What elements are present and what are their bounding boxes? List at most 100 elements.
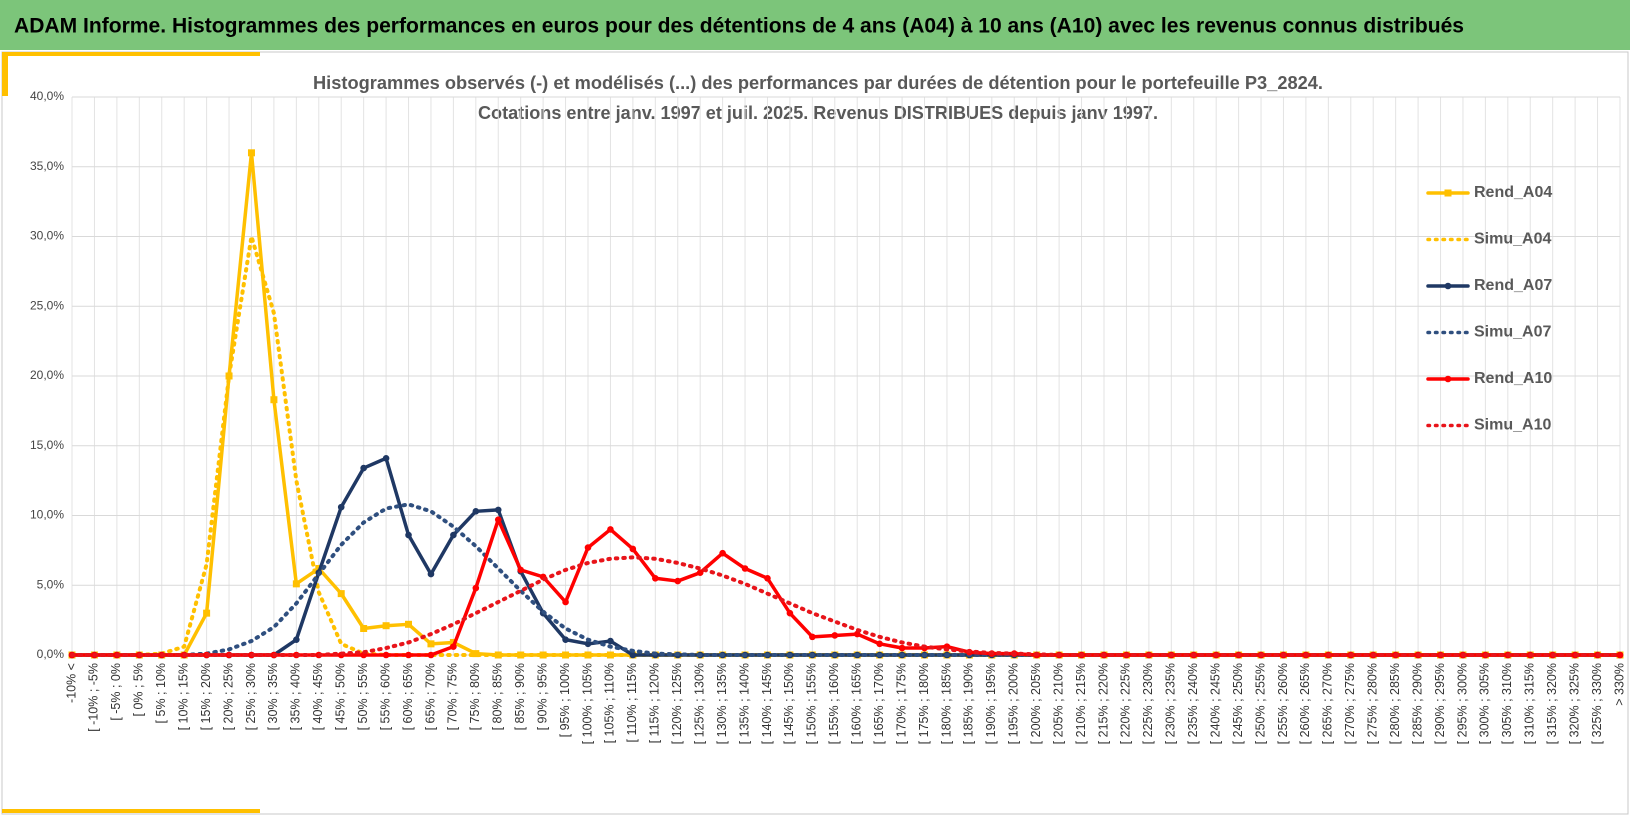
marker	[382, 622, 390, 630]
marker	[494, 516, 502, 523]
x-tick-label: [ 275% ; 280%	[1366, 663, 1380, 744]
x-tick-label: [ 175% ; 180%	[917, 663, 931, 744]
marker	[382, 455, 390, 462]
chart-frame	[1, 51, 1629, 815]
y-tick-label: 10,0%	[30, 508, 64, 522]
legend-marker	[1444, 189, 1452, 197]
y-tick-label: 20,0%	[30, 368, 64, 382]
marker	[382, 651, 390, 659]
x-tick-label: [ 320% ; 325%	[1567, 663, 1581, 744]
marker	[741, 565, 749, 572]
x-tick-label: [ 225% ; 230%	[1141, 663, 1155, 744]
marker	[427, 570, 435, 578]
x-tick-label: [ 180% ; 185%	[939, 663, 953, 744]
x-tick-label: [ 255% ; 260%	[1276, 663, 1290, 744]
marker	[562, 651, 570, 659]
marker	[629, 651, 637, 659]
x-tick-label: [ 300% ; 305%	[1478, 663, 1492, 744]
marker	[562, 636, 569, 643]
marker	[247, 149, 255, 157]
x-tick-label: [ 265% ; 270%	[1321, 663, 1335, 744]
marker	[203, 609, 211, 617]
marker	[584, 651, 592, 659]
marker	[337, 503, 345, 511]
x-tick-label: [ 295% ; 300%	[1455, 663, 1469, 744]
x-tick-label: [ 100% ; 105%	[580, 663, 594, 744]
x-tick-label: [ 160% ; 165%	[850, 663, 864, 744]
chart-subtitle: Cotations entre janv. 1997 et juil. 2025…	[478, 103, 1158, 123]
chart-title: Histogrammes observés (-) et modélisés (…	[313, 73, 1323, 93]
marker	[674, 577, 682, 585]
x-tick-label: [ 75% ; 80%	[468, 663, 482, 730]
x-tick-label: [ 85% ; 90%	[513, 663, 527, 730]
y-tick-label: 0,0%	[37, 647, 65, 661]
x-tick-label: [ 305% ; 310%	[1500, 663, 1514, 744]
marker	[517, 566, 524, 574]
marker	[292, 580, 300, 588]
marker	[786, 609, 794, 617]
marker	[696, 569, 704, 576]
marker	[427, 640, 435, 648]
x-tick-label: [ 205% ; 210%	[1051, 663, 1065, 744]
x-tick-label: [ 250% ; 255%	[1253, 663, 1267, 744]
legend-label: Rend_A07	[1474, 277, 1552, 294]
legend-marker	[1444, 375, 1452, 383]
marker	[494, 651, 502, 659]
header-title: ADAM Informe. Histogrammes des performan…	[14, 15, 1464, 38]
marker	[898, 644, 906, 652]
x-tick-label: [ 35% ; 40%	[289, 663, 303, 730]
plot: 0,0% 5,0% 10,0% 15,0% 20,0% 25,0% 30,0% 35,0% 40…	[30, 89, 1626, 744]
legend-label: Simu_A10	[1474, 417, 1551, 434]
marker	[450, 531, 457, 539]
x-tick-label: [ 135% ; 140%	[737, 663, 751, 744]
x-tick-label: [ 235% ; 240%	[1186, 663, 1200, 744]
x-tick-label: [ 40% ; 45%	[311, 663, 325, 730]
x-tick-label: [ 270% ; 275%	[1343, 663, 1357, 744]
x-tick-label: [ 190% ; 195%	[984, 663, 998, 744]
x-tick-label: [ 55% ; 60%	[378, 663, 392, 730]
marker	[472, 650, 480, 658]
x-tick-label: [ 290% ; 295%	[1433, 663, 1447, 744]
marker	[607, 637, 614, 645]
x-tick-label: [ 15% ; 20%	[199, 663, 213, 730]
marker	[450, 643, 457, 650]
marker	[629, 545, 637, 553]
x-tick-label: [ 260% ; 265%	[1298, 663, 1312, 744]
marker	[764, 574, 771, 582]
x-tick-label: [ 215% ; 220%	[1096, 663, 1110, 744]
x-tick-label: [ 105% ; 110%	[603, 663, 617, 743]
marker	[584, 640, 592, 648]
x-tick-label: [ -5% ; 0%	[109, 663, 123, 721]
x-tick-label: [ 115% ; 120%	[648, 663, 662, 743]
marker	[494, 506, 502, 514]
marker	[809, 633, 816, 641]
x-tick-label: [ 65% ; 70%	[423, 663, 437, 730]
marker	[1616, 651, 1624, 659]
marker	[427, 651, 435, 659]
x-tick-label: > 330%	[1612, 663, 1626, 706]
marker	[293, 636, 300, 643]
marker	[876, 640, 883, 648]
x-tick-label: [ -10% ; -5%	[87, 663, 101, 732]
x-tick-label: [ 185% ; 190%	[962, 663, 976, 744]
x-tick-label: [ 230% ; 235%	[1164, 663, 1178, 744]
x-tick-label: [ 140% ; 145%	[760, 663, 774, 744]
x-tick-label: [ 210% ; 215%	[1074, 663, 1088, 744]
x-tick-label: [ 25% ; 30%	[244, 663, 258, 730]
x-tick-label: [ 45% ; 50%	[334, 663, 348, 730]
x-tick-label: [ 60% ; 65%	[401, 663, 415, 730]
x-tick-label: [ 310% ; 315%	[1523, 663, 1537, 744]
x-tick-label: -10% <	[64, 663, 78, 703]
x-tick-label: [ 220% ; 225%	[1119, 663, 1133, 744]
y-tick-label: 5,0%	[37, 577, 65, 591]
series-line	[70, 555, 1622, 657]
x-tick-label: [ 90% ; 95%	[535, 663, 549, 730]
x-tick-label: [ 280% ; 285%	[1388, 663, 1402, 744]
marker	[360, 624, 368, 632]
marker	[831, 632, 839, 639]
accent	[2, 52, 260, 56]
legend-marker	[1444, 282, 1452, 290]
x-tick-label: [ 195% ; 200%	[1007, 663, 1021, 744]
x-tick-label: [ 155% ; 160%	[827, 663, 841, 744]
